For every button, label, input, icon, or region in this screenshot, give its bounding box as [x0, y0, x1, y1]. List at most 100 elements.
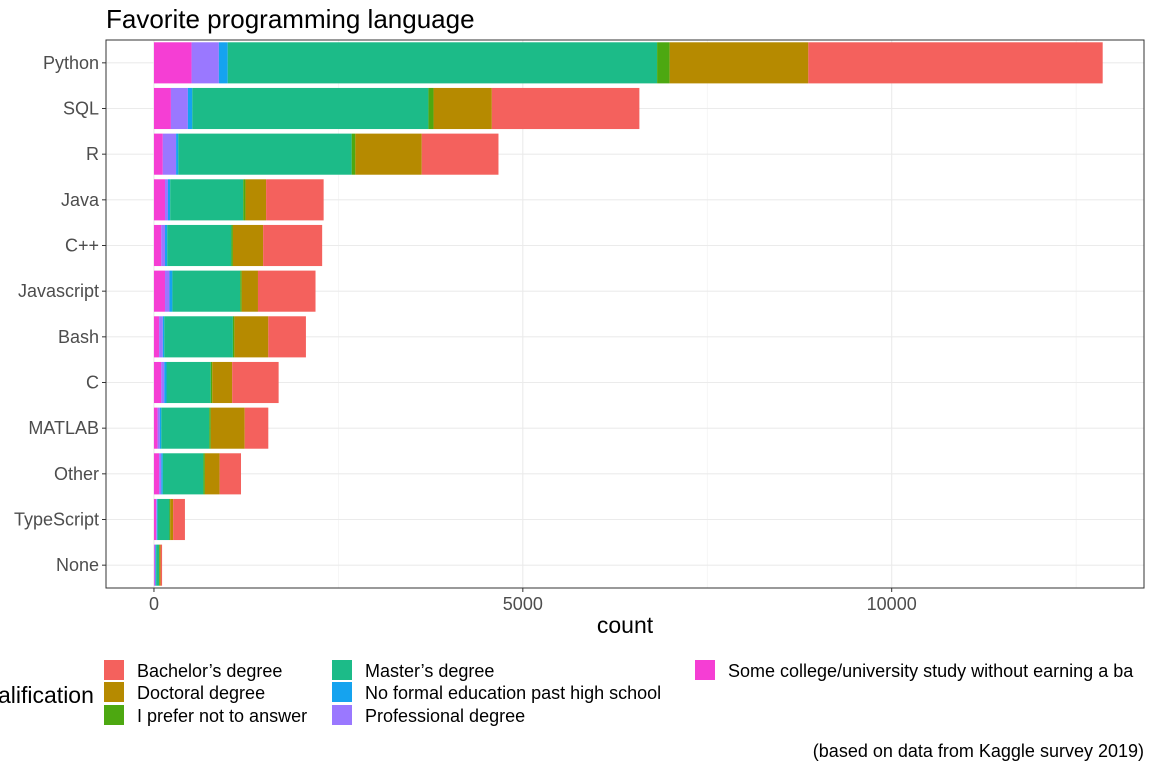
bar-r-bachelor-s-degree [421, 133, 499, 175]
bar-typescript-professional-degree [156, 498, 157, 541]
bar-c-some-college-university-study-without-earning-a-ba [153, 361, 162, 404]
bar-python-master-s-degree [227, 42, 658, 84]
bar-c-doctoral-degree [212, 361, 233, 404]
y-tick-label: Bash [58, 327, 99, 347]
bar-other-some-college-university-study-without-earning-a-ba [153, 453, 160, 495]
bar-c-master-s-degree [167, 224, 232, 267]
bar-javascript-i-prefer-not-to-answer [240, 270, 242, 312]
x-tick-label: 5000 [503, 594, 543, 614]
x-tick-label: 10000 [867, 594, 917, 614]
bar-matlab-bachelor-s-degree [244, 407, 269, 449]
legend-label: Bachelor’s degree [137, 661, 282, 681]
bar-javascript-master-s-degree [172, 270, 241, 312]
bar-r-professional-degree [162, 133, 177, 175]
bar-r-master-s-degree [178, 133, 352, 175]
bar-bash-no-formal-education-past-high-school [162, 316, 165, 358]
bar-java-doctoral-degree [245, 179, 267, 221]
bar-matlab-doctoral-degree [210, 407, 245, 449]
legend-swatch-no-formal-education-past-high-school [332, 682, 352, 702]
y-tick-label: MATLAB [28, 418, 99, 438]
bar-r-i-prefer-not-to-answer [351, 133, 356, 175]
y-tick-label: SQL [63, 99, 99, 119]
legend-swatch-master-s-degree [332, 660, 352, 680]
bar-javascript-professional-degree [165, 270, 170, 312]
bar-bash-master-s-degree [164, 316, 233, 358]
legend-label: Professional degree [365, 706, 525, 726]
bar-python-professional-degree [191, 42, 219, 84]
y-axis: Python SQL R Java C++ Javascript Bash C MATLAB Ot… [14, 53, 106, 575]
chart-title: Favorite programming language [106, 4, 475, 34]
bar-javascript-doctoral-degree [241, 270, 258, 312]
plot-panel-background [106, 40, 1144, 588]
bar-layer [153, 42, 1103, 586]
bar-r-doctoral-degree [355, 133, 422, 175]
x-axis-title: count [597, 612, 654, 638]
bar-typescript-doctoral-degree [170, 498, 174, 541]
plot-panel-border [105, 39, 1145, 589]
legend-label: Some college/university study without ea… [728, 661, 1134, 681]
bar-sql-i-prefer-not-to-answer [428, 87, 434, 130]
y-tick-label: Python [43, 53, 99, 73]
bar-c-bachelor-s-degree [263, 224, 323, 267]
bar-matlab-master-s-degree [161, 407, 210, 449]
bar-typescript-some-college-university-study-without-earning-a-ba [153, 498, 157, 541]
bar-c-i-prefer-not-to-answer [210, 361, 213, 404]
bar-c-no-formal-education-past-high-school [165, 224, 168, 267]
legend-label: I prefer not to answer [137, 706, 307, 726]
bar-other-doctoral-degree [204, 453, 220, 495]
bar-c-doctoral-degree [232, 224, 264, 267]
bar-bash-i-prefer-not-to-answer [232, 316, 235, 358]
legend-title: alification [0, 682, 94, 708]
y-tick-label: R [86, 144, 99, 164]
bar-python-no-formal-education-past-high-school [218, 42, 228, 84]
legend-swatch-some-college-university-study-without-earning-a-ba [695, 660, 715, 680]
y-tick-label: Javascript [18, 281, 99, 301]
bar-c-professional-degree [161, 224, 166, 267]
bar-typescript-master-s-degree [157, 498, 170, 541]
bar-sql-master-s-degree [192, 87, 429, 130]
bar-none-doctoral-degree [159, 544, 161, 586]
bar-other-no-formal-education-past-high-school [161, 453, 163, 495]
x-axis: 0 5000 10000 [149, 588, 917, 614]
bar-matlab-i-prefer-not-to-answer [209, 407, 211, 449]
bar-javascript-no-formal-education-past-high-school [169, 270, 173, 312]
bar-none-some-college-university-study-without-earning-a-ba [153, 544, 155, 586]
bar-c-no-formal-education-past-high-school [164, 361, 167, 404]
bar-other-master-s-degree [162, 453, 204, 495]
bar-r-no-formal-education-past-high-school [176, 133, 179, 175]
y-tick-label: TypeScript [14, 510, 99, 530]
bar-bash-bachelor-s-degree [268, 316, 306, 358]
bar-r-some-college-university-study-without-earning-a-ba [153, 133, 163, 175]
legend-label: Doctoral degree [137, 683, 265, 703]
bar-none-master-s-degree [156, 544, 160, 586]
bar-sql-some-college-university-study-without-earning-a-ba [153, 87, 171, 130]
bar-c-bachelor-s-degree [232, 361, 279, 404]
bar-none-bachelor-s-degree [160, 544, 163, 586]
bar-javascript-some-college-university-study-without-earning-a-ba [153, 270, 166, 312]
bar-python-doctoral-degree [669, 42, 809, 84]
bar-sql-bachelor-s-degree [491, 87, 640, 130]
bar-java-bachelor-s-degree [266, 179, 324, 221]
bar-matlab-some-college-university-study-without-earning-a-ba [153, 407, 158, 449]
legend-swatch-bachelor-s-degree [104, 660, 124, 680]
y-tick-label: None [56, 555, 99, 575]
bar-c-professional-degree [161, 361, 165, 404]
bar-java-some-college-university-study-without-earning-a-ba [153, 179, 166, 221]
bar-sql-doctoral-degree [433, 87, 492, 130]
y-tick-label: Java [61, 190, 100, 210]
bar-c-some-college-university-study-without-earning-a-ba [153, 224, 162, 267]
bar-other-bachelor-s-degree [219, 453, 242, 495]
bar-bash-doctoral-degree [234, 316, 269, 358]
chart-caption: (based on data from Kaggle survey 2019) [813, 741, 1144, 761]
bar-none-professional-degree [154, 544, 156, 586]
x-tick-label: 0 [149, 594, 159, 614]
bar-c-master-s-degree [166, 361, 211, 404]
y-tick-label: Other [54, 464, 99, 484]
bar-java-no-formal-education-past-high-school [167, 179, 171, 221]
bar-java-i-prefer-not-to-answer [243, 179, 246, 221]
y-tick-label: C++ [65, 236, 99, 256]
bar-other-professional-degree [159, 453, 162, 495]
legend-swatch-professional-degree [332, 705, 352, 725]
